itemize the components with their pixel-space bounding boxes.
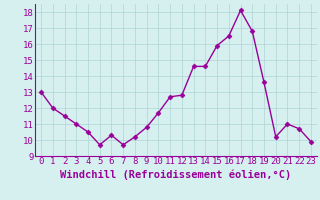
X-axis label: Windchill (Refroidissement éolien,°C): Windchill (Refroidissement éolien,°C) [60,169,292,180]
